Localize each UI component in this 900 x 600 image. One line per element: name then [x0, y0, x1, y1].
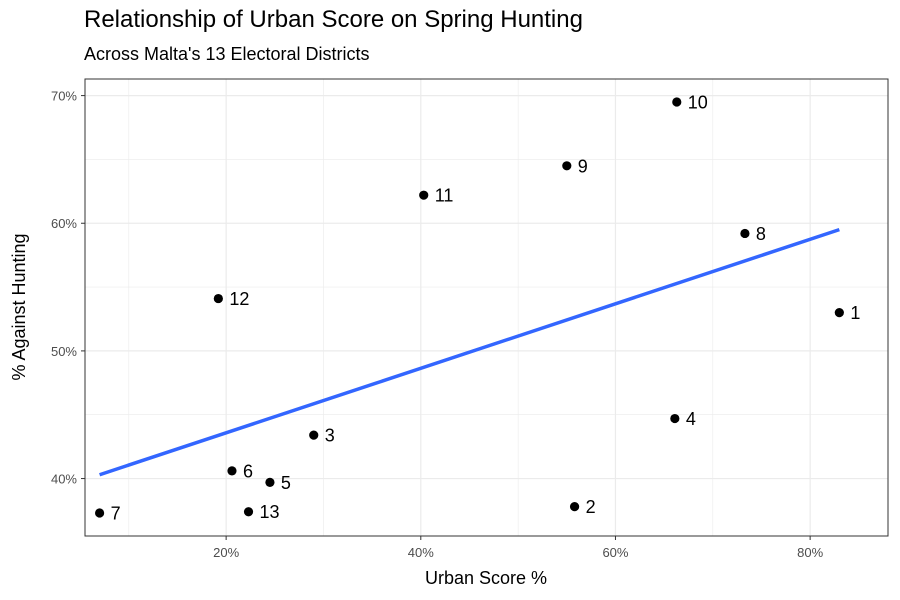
chart-subtitle: Across Malta's 13 Electoral Districts — [84, 44, 370, 64]
point-label: 3 — [325, 426, 335, 446]
point-label: 9 — [578, 156, 588, 176]
x-axis-title: Urban Score % — [425, 568, 547, 588]
point-label: 7 — [111, 504, 121, 524]
data-point — [569, 502, 580, 512]
data-point — [419, 190, 429, 200]
point-label: 2 — [586, 497, 596, 517]
data-point — [740, 228, 750, 239]
x-tick-label: 20% — [213, 545, 239, 560]
point-label: 8 — [756, 224, 766, 244]
point-label: 4 — [686, 409, 696, 429]
point-label: 13 — [260, 502, 280, 522]
y-axis-title: % Against Hunting — [9, 233, 29, 380]
panel-border — [84, 78, 889, 537]
point-label: 10 — [688, 92, 708, 112]
y-tick-label: 70% — [51, 89, 77, 104]
x-tick-label: 60% — [602, 545, 628, 560]
chart-title: Relationship of Urban Score on Spring Hu… — [84, 6, 583, 33]
axes: 20% 40% 60% 80% 40% 50% 60% 70% — [51, 89, 824, 560]
data-point — [672, 97, 682, 107]
y-tick-label: 50% — [51, 344, 77, 359]
data-point — [243, 507, 254, 517]
data-point — [227, 466, 237, 476]
data-point — [834, 308, 844, 318]
data-point — [265, 477, 275, 487]
point-label: 12 — [229, 289, 249, 309]
data-point — [309, 430, 319, 440]
x-tick-label: 80% — [797, 545, 823, 560]
trend-line — [99, 227, 840, 477]
point-label: 6 — [243, 461, 253, 481]
trend-line-group — [99, 227, 840, 477]
data-point — [670, 413, 680, 424]
data-point — [95, 508, 105, 518]
point-label: 5 — [281, 473, 291, 493]
y-tick-label: 40% — [51, 472, 77, 487]
x-tick-label: 40% — [408, 545, 434, 560]
data-point — [562, 161, 572, 171]
data-point — [213, 293, 223, 304]
point-label: 11 — [435, 186, 454, 206]
y-tick-label: 60% — [51, 216, 77, 231]
grid — [85, 79, 888, 536]
point-label: 1 — [850, 303, 860, 323]
